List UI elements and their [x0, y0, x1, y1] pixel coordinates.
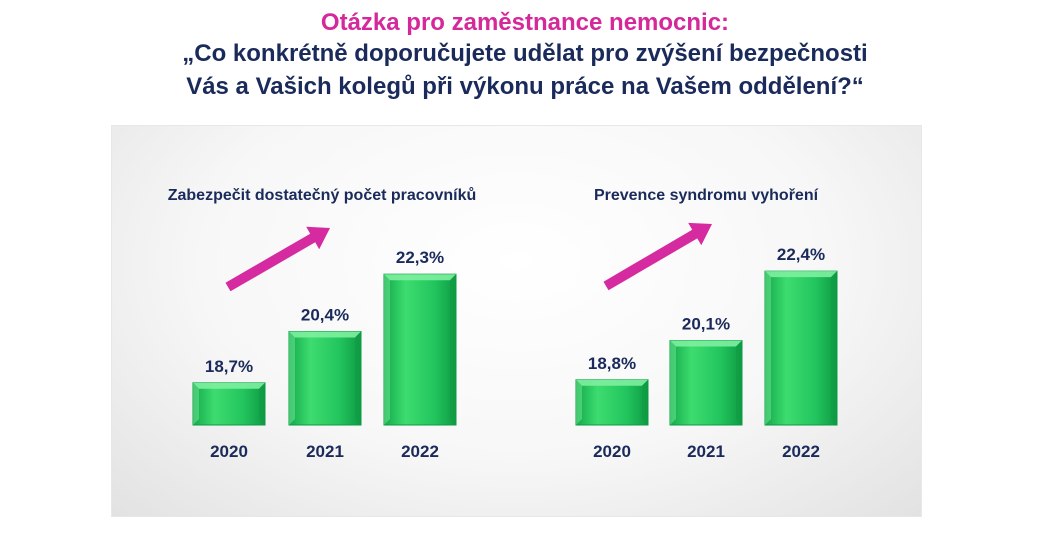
chart-1: Zabezpečit dostatečný počet pracovníků 18…: [168, 187, 477, 461]
value-label: 20,4%: [301, 306, 349, 325]
bar-bevel-left: [289, 331, 295, 425]
chart-2: Prevence syndromu vyhoření 18,8% 2020 20,1%…: [575, 187, 838, 461]
question-line-1: „Co konkrétně doporučujete udělat pro zv…: [182, 40, 868, 67]
bar-2020: [192, 382, 266, 426]
bar-bevel-right: [642, 379, 648, 425]
chart-title: Zabezpečit dostatečný počet pracovníků: [168, 187, 477, 204]
x-tick-label: 2020: [593, 442, 631, 461]
bar-bevel-top: [289, 331, 361, 338]
bar-2020: [575, 379, 649, 426]
bar-2021: [288, 331, 362, 426]
bar-bevel-left: [193, 382, 199, 425]
question-line-2: Vás a Vašich kolegů při výkonu práce na …: [186, 73, 864, 100]
bar-bevel-top: [576, 379, 648, 386]
bar-body: [575, 379, 649, 426]
trend-arrow-up: [603, 222, 712, 291]
bar-bevel-right: [355, 331, 361, 425]
trend-arrow-up: [225, 226, 330, 292]
bar-bevel-top: [765, 271, 837, 278]
x-tick-label: 2020: [210, 442, 248, 461]
bar-body: [192, 382, 266, 426]
bar-bevel-left: [384, 274, 390, 425]
bar-bevel-top: [670, 340, 742, 347]
bar-bevel-left: [670, 340, 676, 425]
bar-bevel-left: [576, 379, 582, 425]
bar-body: [383, 273, 457, 426]
bar-2021: [669, 340, 743, 426]
value-label: 22,4%: [777, 245, 825, 264]
x-tick-label: 2021: [306, 442, 344, 461]
x-tick-label: 2021: [687, 442, 725, 461]
value-label: 18,8%: [588, 354, 636, 373]
bar-2022: [383, 273, 457, 426]
value-label: 22,3%: [396, 248, 444, 267]
bar-bevel-top: [384, 274, 456, 281]
value-label: 20,1%: [682, 315, 730, 334]
slide-subtitle: Otázka pro zaměstnance nemocnic:: [320, 9, 730, 36]
bar-bevel-right: [259, 382, 265, 425]
bar-2022: [764, 270, 838, 426]
bar-body: [764, 270, 838, 426]
bar-body: [288, 331, 362, 426]
bar-bevel-top: [193, 382, 265, 389]
bar-body: [669, 340, 743, 426]
x-tick-label: 2022: [782, 442, 820, 461]
bar-bevel-left: [765, 271, 771, 425]
x-tick-label: 2022: [401, 442, 439, 461]
chart-title: Prevence syndromu vyhoření: [594, 187, 819, 204]
bar-bevel-right: [831, 271, 837, 425]
value-label: 18,7%: [205, 357, 253, 376]
bar-bevel-right: [736, 340, 742, 425]
bar-bevel-right: [450, 274, 456, 425]
